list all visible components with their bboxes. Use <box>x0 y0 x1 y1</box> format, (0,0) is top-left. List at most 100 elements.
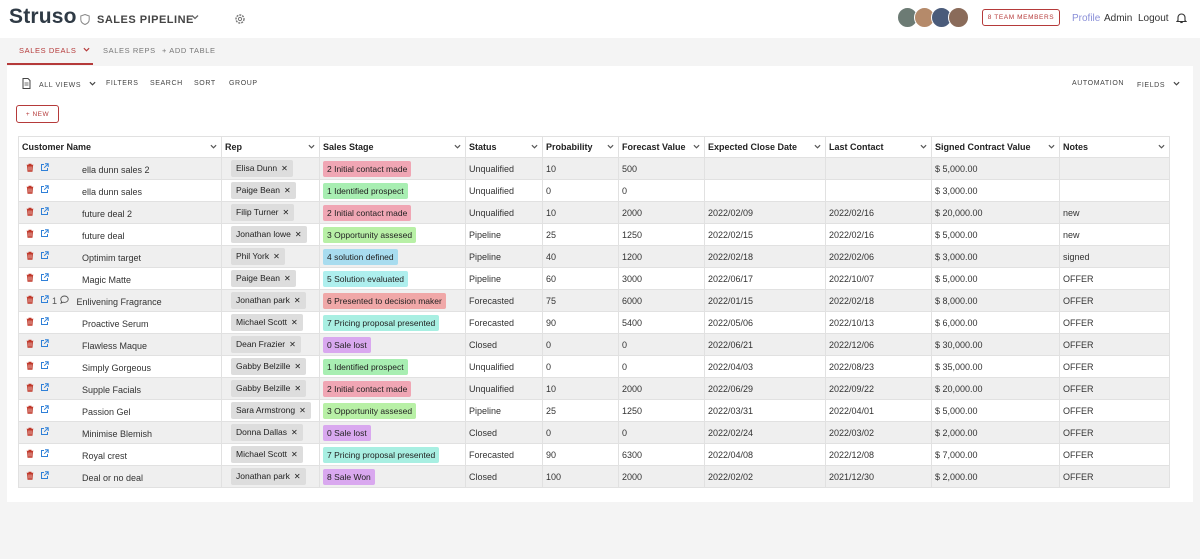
rep-cell[interactable]: Michael Scott ✕ <box>221 311 320 334</box>
column-header[interactable]: Last Contact <box>825 136 932 158</box>
filters-button[interactable]: FILTERS <box>106 80 139 87</box>
probability-cell[interactable]: 10 <box>542 157 619 180</box>
last-contact-cell[interactable]: 2022/08/23 <box>825 355 932 378</box>
customer-cell[interactable]: Simply Gorgeous <box>18 355 222 378</box>
status-cell[interactable]: Forecasted <box>465 443 543 466</box>
stage-cell[interactable]: 0 Sale lost <box>319 333 466 356</box>
stage-cell[interactable]: 7 Pricing proposal presented <box>319 311 466 334</box>
last-contact-cell[interactable]: 2022/04/01 <box>825 399 932 422</box>
remove-icon[interactable]: ✕ <box>291 428 298 437</box>
rep-chip[interactable]: Jonathan lowe ✕ <box>231 226 307 243</box>
table-row[interactable]: Minimise Blemish Donna Dallas ✕ 0 Sale lost… <box>18 421 1170 444</box>
external-link-icon[interactable] <box>40 383 49 394</box>
notes-cell[interactable]: OFFER <box>1059 399 1170 422</box>
trash-icon[interactable] <box>26 405 34 416</box>
signed-value-cell[interactable]: $ 5,000.00 <box>931 267 1060 290</box>
probability-cell[interactable]: 10 <box>542 201 619 224</box>
external-link-icon[interactable] <box>40 339 49 350</box>
status-cell[interactable]: Pipeline <box>465 245 543 268</box>
external-link-icon[interactable] <box>40 229 49 240</box>
trash-icon[interactable] <box>26 427 34 438</box>
remove-icon[interactable]: ✕ <box>299 406 306 415</box>
last-contact-cell[interactable]: 2022/03/02 <box>825 421 932 444</box>
notes-cell[interactable]: OFFER <box>1059 443 1170 466</box>
trash-icon[interactable] <box>26 251 34 262</box>
column-header[interactable]: Forecast Value <box>618 136 705 158</box>
rep-chip[interactable]: Michael Scott ✕ <box>231 446 303 463</box>
trash-icon[interactable] <box>26 383 34 394</box>
status-cell[interactable]: Forecasted <box>465 311 543 334</box>
last-contact-cell[interactable]: 2022/02/16 <box>825 223 932 246</box>
page-title[interactable]: SALES PIPELINE <box>97 14 194 26</box>
external-link-icon[interactable] <box>40 273 49 284</box>
signed-value-cell[interactable]: $ 2,000.00 <box>931 465 1060 488</box>
signed-value-cell[interactable]: $ 35,000.00 <box>931 355 1060 378</box>
chevron-down-icon[interactable] <box>454 143 461 150</box>
chevron-down-icon[interactable] <box>308 143 315 150</box>
remove-icon[interactable]: ✕ <box>294 384 302 393</box>
rep-cell[interactable]: Michael Scott ✕ <box>221 443 320 466</box>
table-row[interactable]: Passion Gel Sara Armstrong ✕ 3 Opportunity … <box>18 399 1170 422</box>
remove-icon[interactable]: ✕ <box>289 340 296 349</box>
forecast-cell[interactable]: 0 <box>618 421 705 444</box>
table-row[interactable]: ella dunn sales Paige Bean ✕ 1 Identified p… <box>18 179 1170 202</box>
remove-icon[interactable]: ✕ <box>291 318 298 327</box>
close-date-cell[interactable]: 2022/03/31 <box>704 399 826 422</box>
signed-value-cell[interactable]: $ 30,000.00 <box>931 333 1060 356</box>
status-cell[interactable]: Closed <box>465 465 543 488</box>
remove-icon[interactable]: ✕ <box>294 230 302 239</box>
chevron-down-icon[interactable] <box>531 143 538 150</box>
signed-value-cell[interactable]: $ 20,000.00 <box>931 201 1060 224</box>
close-date-cell[interactable]: 2022/02/02 <box>704 465 826 488</box>
customer-cell[interactable]: ella dunn sales <box>18 179 222 202</box>
rep-chip[interactable]: Elisa Dunn ✕ <box>231 160 293 177</box>
close-date-cell[interactable]: 2022/06/21 <box>704 333 826 356</box>
external-link-icon[interactable] <box>40 405 49 416</box>
external-link-icon[interactable] <box>40 317 49 328</box>
remove-icon[interactable]: ✕ <box>283 186 291 195</box>
rep-chip[interactable]: Gabby Belzille ✕ <box>231 358 307 375</box>
external-link-icon[interactable] <box>40 295 49 306</box>
gear-icon[interactable] <box>234 13 246 25</box>
external-link-icon[interactable] <box>40 185 49 196</box>
remove-icon[interactable]: ✕ <box>293 296 301 305</box>
external-link-icon[interactable] <box>40 251 49 262</box>
remove-icon[interactable]: ✕ <box>273 252 280 261</box>
rep-cell[interactable]: Gabby Belzille ✕ <box>221 377 320 400</box>
close-date-cell[interactable] <box>704 157 826 180</box>
notes-cell[interactable]: OFFER <box>1059 333 1170 356</box>
customer-cell[interactable]: future deal 2 <box>18 201 222 224</box>
trash-icon[interactable] <box>26 185 34 196</box>
probability-cell[interactable]: 60 <box>542 267 619 290</box>
rep-chip[interactable]: Donna Dallas ✕ <box>231 424 303 441</box>
signed-value-cell[interactable]: $ 5,000.00 <box>931 223 1060 246</box>
status-cell[interactable]: Unqualified <box>465 355 543 378</box>
trash-icon[interactable] <box>26 163 34 174</box>
stage-cell[interactable]: 2 Initial contact made <box>319 377 466 400</box>
chevron-down-icon[interactable] <box>607 143 614 150</box>
close-date-cell[interactable]: 2022/01/15 <box>704 289 826 312</box>
stage-cell[interactable]: 3 Opportunity assesed <box>319 399 466 422</box>
notes-cell[interactable]: OFFER <box>1059 355 1170 378</box>
chevron-down-icon[interactable] <box>210 143 217 150</box>
probability-cell[interactable]: 100 <box>542 465 619 488</box>
rep-chip[interactable]: Sara Armstrong ✕ <box>231 402 311 419</box>
external-link-icon[interactable] <box>40 207 49 218</box>
signed-value-cell[interactable]: $ 8,000.00 <box>931 289 1060 312</box>
tab-sales-deals[interactable]: SALES DEALS <box>19 46 90 55</box>
remove-icon[interactable]: ✕ <box>293 472 301 481</box>
signed-value-cell[interactable]: $ 3,000.00 <box>931 245 1060 268</box>
forecast-cell[interactable]: 0 <box>618 179 705 202</box>
team-members-button[interactable]: 8 TEAM MEMBERS <box>982 9 1060 26</box>
forecast-cell[interactable]: 2000 <box>618 377 705 400</box>
column-header[interactable]: Probability <box>542 136 619 158</box>
rep-cell[interactable]: Dean Frazier ✕ <box>221 333 320 356</box>
admin-link[interactable]: Admin <box>1104 13 1133 24</box>
stage-cell[interactable]: 4 solution defined <box>319 245 466 268</box>
column-header[interactable]: Notes <box>1059 136 1170 158</box>
probability-cell[interactable]: 0 <box>542 179 619 202</box>
rep-chip[interactable]: Dean Frazier ✕ <box>231 336 301 353</box>
rep-chip[interactable]: Jonathan park ✕ <box>231 292 306 309</box>
status-cell[interactable]: Closed <box>465 333 543 356</box>
rep-chip[interactable]: Gabby Belzille ✕ <box>231 380 307 397</box>
